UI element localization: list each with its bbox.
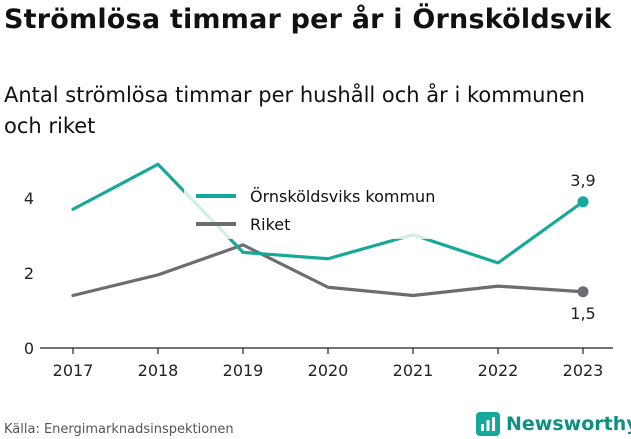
chart-title: Strömlösa timmar per år i Örnsköldsvik [4,4,612,35]
series-end-point-1 [577,286,589,298]
source-note: Källa: Energimarknadsinspektionen [4,422,234,437]
y-tick-label: 0 [24,339,34,358]
legend-label-1: Riket [250,215,290,234]
x-tick-label: 2018 [138,361,179,380]
y-tick-label: 4 [24,189,34,208]
x-tick-label: 2023 [563,361,604,380]
x-tick-label: 2020 [308,361,349,380]
x-tick-label: 2017 [53,361,94,380]
x-tick-label: 2019 [223,361,264,380]
series-line-1 [71,243,585,298]
x-tick-label: 2022 [478,361,519,380]
line-chart: 0 2 4 2017 2018 2019 2020 2021 2022 2023 3,9 1,5 Örn… [24,162,613,380]
end-label-riket: 1,5 [570,304,595,323]
x-tick-label: 2021 [393,361,434,380]
brand-logo: Newsworthy [476,410,631,438]
series-end-point-0 [577,196,589,208]
series-line-0 [71,162,585,265]
y-tick-label: 2 [24,264,34,283]
legend-label-0: Örnsköldsviks kommun [250,187,435,206]
legend-background [184,181,470,239]
chart-subtitle: Antal strömlösa timmar per hushåll och å… [4,83,585,138]
brand-name: Newsworthy [506,413,631,435]
end-label-kommun: 3,9 [570,171,595,190]
bar-chart-icon [476,412,500,436]
